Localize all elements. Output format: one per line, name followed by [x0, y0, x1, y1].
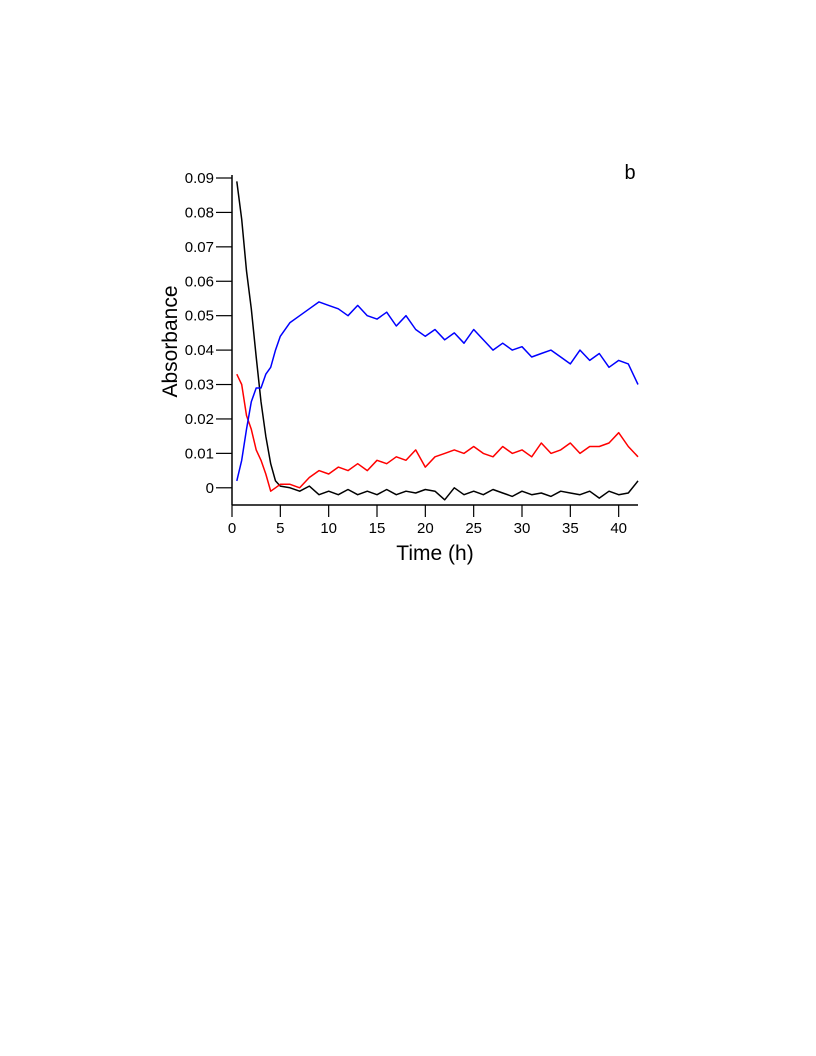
y-tick-label: 0.04	[185, 342, 214, 359]
series-line-3	[236, 301, 639, 482]
x-tick-label: 35	[562, 520, 579, 537]
series-lines	[236, 181, 639, 501]
panel-label: b	[624, 162, 635, 184]
y-axis-title: Absorbance	[159, 285, 182, 397]
y-tick-label: 0.02	[185, 411, 214, 428]
y-tick-label: 0.08	[185, 204, 214, 221]
y-tick-label: 0	[206, 480, 214, 497]
x-tick-label: 15	[369, 520, 386, 537]
y-tick-label: 0.07	[185, 239, 214, 256]
x-axis-ticks: 0 5 10 15 20 25 30 35 40	[228, 505, 627, 537]
x-axis-title: Time (h)	[396, 542, 473, 565]
y-tick-label: 0.05	[185, 308, 214, 325]
series-line-2	[236, 373, 639, 492]
y-tick-label: 0.01	[185, 445, 214, 462]
y-tick-label: 0.06	[185, 273, 214, 290]
x-tick-label: 40	[610, 520, 627, 537]
x-tick-label: 30	[514, 520, 531, 537]
x-tick-label: 5	[276, 520, 284, 537]
y-tick-label: 0.03	[185, 377, 214, 394]
x-tick-label: 20	[417, 520, 434, 537]
x-tick-label: 0	[228, 520, 236, 537]
x-tick-label: 10	[320, 520, 337, 537]
y-tick-label: 0.09	[185, 170, 214, 187]
x-tick-label: 25	[465, 520, 482, 537]
y-axis-ticks: 0 0.01 0.02 0.03 0.04 0.05 0.06 0.07 0.08 0.09	[185, 170, 232, 497]
series-line-1	[236, 181, 639, 501]
